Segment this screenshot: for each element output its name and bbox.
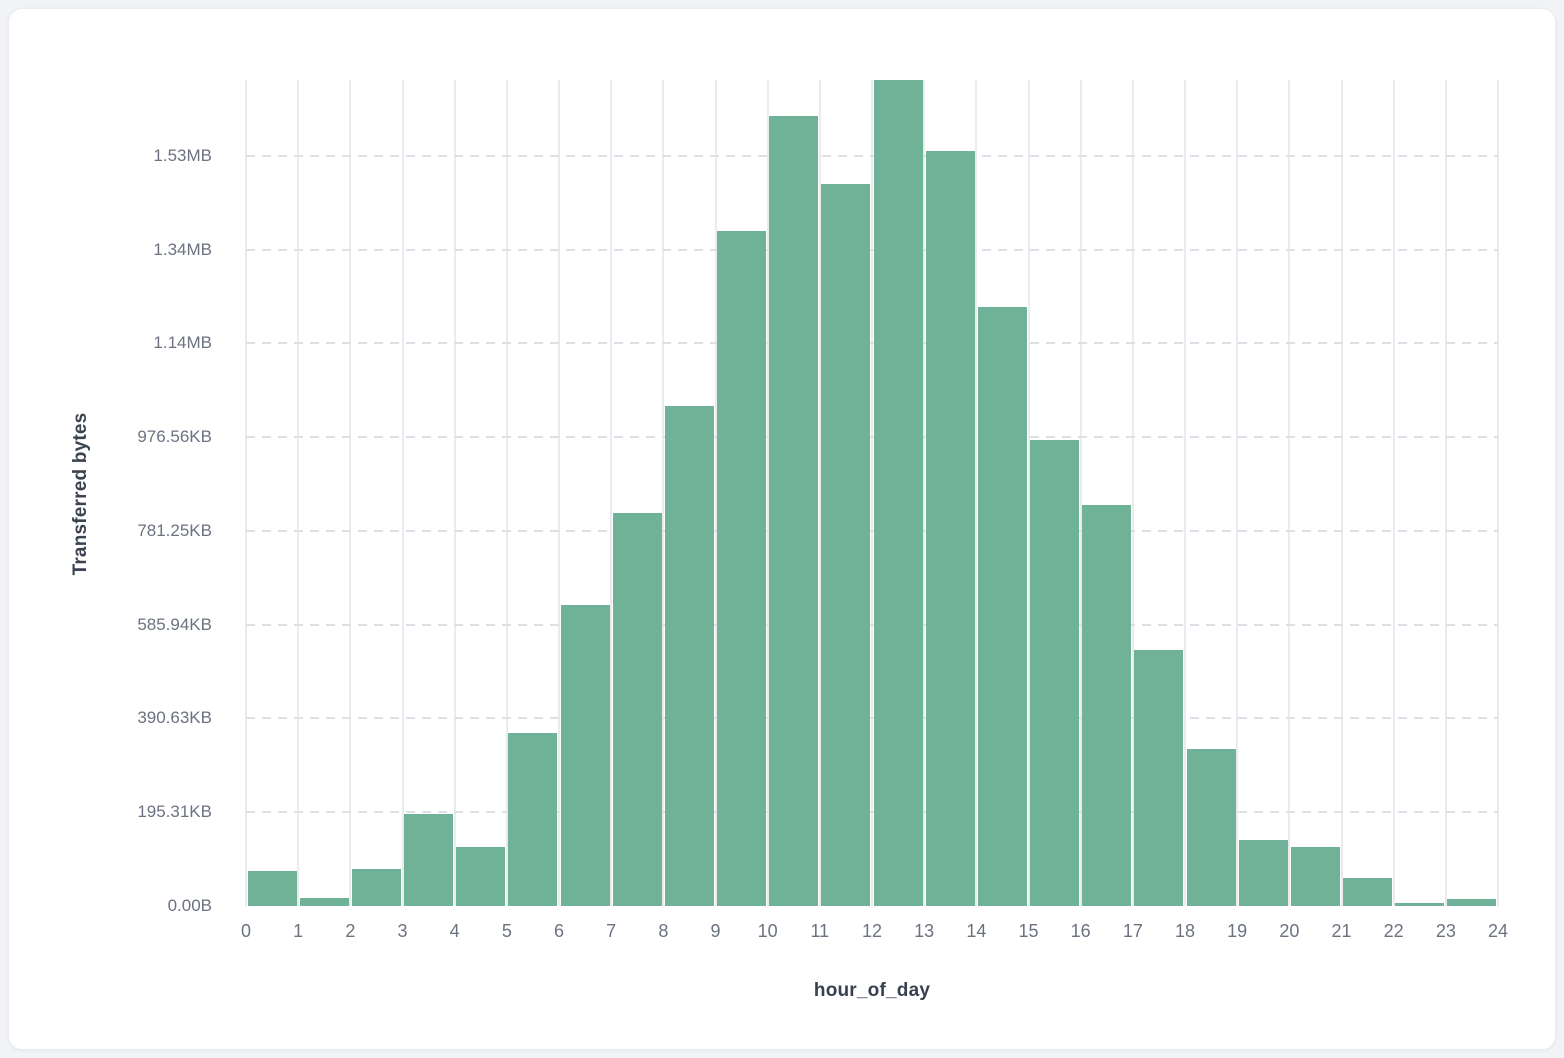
vertical-gridline	[714, 80, 717, 906]
y-tick-label: 976.56KB	[137, 427, 212, 447]
y-tick-label: 195.31KB	[137, 802, 212, 822]
x-tick-label: 2	[345, 921, 356, 941]
x-tick-label: 9	[710, 921, 721, 941]
horizontal-gridline	[246, 623, 1498, 626]
x-tick-label: 16	[1070, 921, 1091, 941]
bar-hour-9[interactable]	[717, 230, 767, 906]
vertical-gridline	[1079, 80, 1082, 906]
horizontal-gridline	[246, 154, 1498, 157]
horizontal-gridline	[246, 248, 1498, 251]
vertical-gridline	[1236, 80, 1239, 906]
x-tick-label: 20	[1279, 921, 1300, 941]
x-tick-label: 21	[1331, 921, 1352, 941]
x-tick-label: 24	[1487, 921, 1509, 941]
vertical-gridline	[871, 80, 873, 906]
x-axis-title: hour_of_day	[813, 980, 931, 1001]
bar-hour-15[interactable]	[1030, 440, 1080, 906]
vertical-gridline	[245, 80, 247, 906]
vertical-gridline	[1288, 80, 1291, 906]
y-tick-label: 0.00B	[167, 896, 212, 915]
bar-hour-16[interactable]	[1082, 505, 1132, 906]
bar-hour-20[interactable]	[1290, 846, 1340, 906]
vertical-gridline	[766, 80, 769, 906]
plot-area	[245, 80, 1499, 906]
bar-hour-14[interactable]	[977, 307, 1027, 906]
x-tick-label: 7	[606, 921, 617, 941]
bar-hour-6[interactable]	[560, 605, 610, 906]
bar-hour-21[interactable]	[1343, 877, 1393, 906]
vertical-gridline	[975, 80, 978, 906]
y-tick-label: 585.94KB	[137, 614, 212, 634]
y-tick-label: 390.63KB	[137, 708, 212, 728]
vertical-gridline	[505, 80, 508, 906]
bar-hour-0[interactable]	[247, 870, 297, 906]
x-tick-label: 12	[861, 921, 883, 941]
x-tick-label: 11	[810, 921, 830, 941]
y-tick-label: 1.14MB	[153, 333, 212, 353]
vertical-gridline	[662, 80, 665, 906]
horizontal-gridline	[246, 342, 1498, 345]
y-tick-label: 1.53MB	[153, 145, 212, 165]
bar-hour-7[interactable]	[612, 512, 662, 906]
y-tick-label: 1.34MB	[153, 239, 212, 259]
vertical-gridline	[1497, 80, 1499, 906]
bar-hour-2[interactable]	[351, 868, 401, 906]
horizontal-gridline	[246, 436, 1498, 439]
bar-hour-12[interactable]	[873, 80, 923, 906]
vertical-gridline	[818, 80, 821, 906]
x-tick-label: 3	[397, 921, 408, 941]
horizontal-gridline	[246, 717, 1498, 720]
vertical-gridline	[923, 80, 926, 906]
bar-hour-8[interactable]	[664, 405, 714, 906]
bar-hour-23[interactable]	[1447, 899, 1497, 906]
x-tick-label: 18	[1174, 921, 1196, 941]
vertical-gridline	[401, 80, 404, 906]
bar-hour-17[interactable]	[1134, 650, 1184, 906]
bar-hour-19[interactable]	[1238, 839, 1288, 906]
vertical-gridline	[1184, 80, 1186, 906]
bar-hour-18[interactable]	[1186, 749, 1236, 906]
vertical-gridline	[610, 80, 613, 906]
vertical-gridline	[297, 80, 300, 906]
x-tick-label: 19	[1227, 921, 1248, 941]
bar-hour-10[interactable]	[769, 115, 819, 906]
bar-hour-5[interactable]	[508, 732, 558, 906]
x-tick-label: 17	[1122, 921, 1143, 941]
bar-hour-11[interactable]	[821, 184, 871, 906]
x-tick-label: 1	[293, 921, 304, 941]
x-tick-label: 14	[966, 921, 987, 941]
x-tick-label: 22	[1383, 921, 1404, 941]
vertical-gridline	[453, 80, 456, 906]
bar-hour-4[interactable]	[456, 846, 506, 906]
x-tick-label: 13	[914, 921, 935, 941]
x-tick-label: 10	[757, 921, 778, 941]
vertical-gridline	[1340, 80, 1343, 906]
y-axis-title: Transferred bytes	[70, 412, 91, 576]
vertical-gridline	[349, 80, 352, 906]
horizontal-gridline	[246, 529, 1498, 532]
x-tick-label: 5	[501, 921, 512, 941]
vertical-gridline	[558, 80, 560, 906]
vertical-gridline	[1131, 80, 1134, 906]
x-tick-label: 8	[658, 921, 669, 941]
chart-card: Transferred bytes hour_of_day 0.00B 195.3…	[8, 8, 1556, 1050]
x-tick-label: 0	[240, 921, 252, 941]
y-tick-label: 781.25KB	[137, 520, 212, 540]
horizontal-gridline	[246, 811, 1498, 814]
bar-hour-13[interactable]	[925, 151, 975, 906]
bar-hour-22[interactable]	[1395, 902, 1445, 906]
vertical-gridline	[1392, 80, 1395, 906]
bar-hour-3[interactable]	[404, 813, 454, 906]
x-tick-label: 6	[553, 921, 565, 941]
x-tick-label: 23	[1435, 921, 1456, 941]
vertical-gridline	[1027, 80, 1030, 906]
x-tick-label: 4	[449, 921, 460, 941]
x-tick-label: 15	[1018, 921, 1039, 941]
vertical-gridline	[1444, 80, 1447, 906]
bar-hour-1[interactable]	[299, 897, 349, 906]
